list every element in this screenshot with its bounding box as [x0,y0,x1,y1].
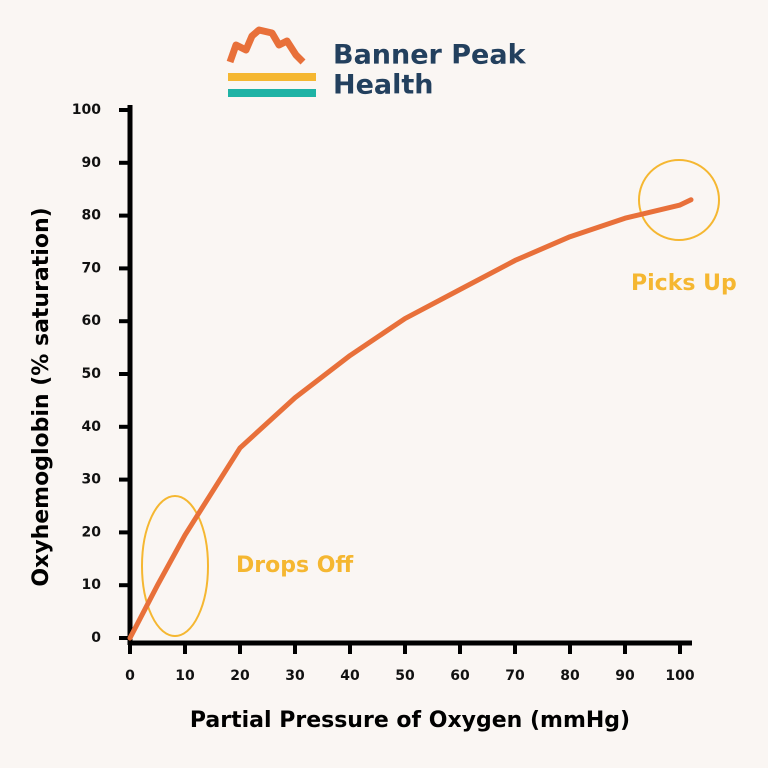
annotation: Drops Off [236,553,354,578]
logo-text: Banner Peak [333,40,527,71]
y-tick-label: 80 [82,208,102,224]
x-tick-label: 0 [125,668,135,684]
y-tick-label: 70 [82,260,102,276]
logo-text: Health [333,70,434,101]
logo-bar [228,73,316,81]
y-tick-label: 50 [82,366,102,382]
y-tick-label: 30 [82,472,102,488]
y-tick-label: 40 [82,419,102,435]
y-tick-label: 20 [82,524,102,540]
x-axis-label: Partial Pressure of Oxygen (mmHg) [190,708,630,733]
x-tick-label: 80 [560,668,580,684]
x-tick-label: 60 [450,668,470,684]
x-tick-label: 30 [285,668,305,684]
y-tick-label: 10 [82,577,102,593]
y-tick-label: 0 [91,630,101,646]
x-tick-label: 90 [615,668,635,684]
logo-mark [226,26,306,65]
logo-bar [228,89,316,97]
x-tick-label: 10 [175,668,195,684]
y-tick-label: 90 [82,155,102,171]
y-tick-label: 60 [82,313,102,329]
x-tick-label: 20 [230,668,250,684]
x-tick-label: 70 [505,668,525,684]
x-tick-label: 50 [395,668,415,684]
logo: Banner Peak Health [226,26,527,101]
y-axis-label: Oxyhemoglobin (% saturation) [29,207,54,586]
x-tick-label: 40 [340,668,360,684]
y-tick-label: 100 [72,102,101,118]
annotation: Picks Up [631,271,737,296]
highlight-circle [638,159,720,241]
x-tick-label: 100 [665,668,694,684]
highlight-circle [141,495,209,637]
line [127,197,694,641]
